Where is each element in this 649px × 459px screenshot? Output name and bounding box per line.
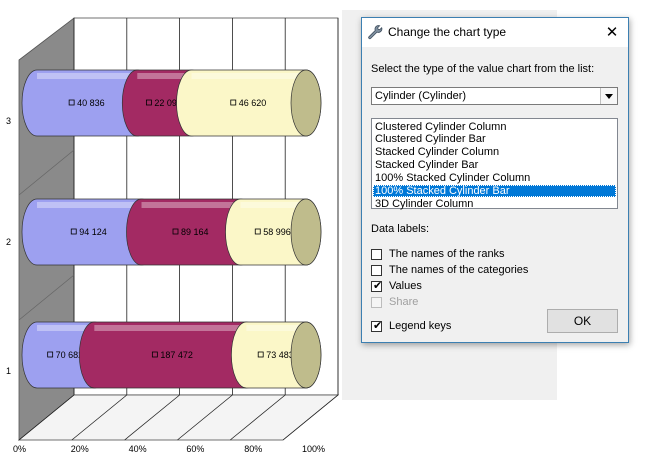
checkbox-label: Legend keys: [389, 320, 452, 332]
data-label: 40 836: [77, 98, 105, 108]
data-label: 187 472: [160, 350, 193, 360]
gridline: [177, 394, 233, 441]
legend-key-swatch: [172, 228, 179, 235]
data-label: 58 996: [263, 227, 291, 237]
legend-key-swatch: [145, 99, 152, 106]
cylinder-cap: [290, 69, 322, 137]
checkbox-box: [371, 297, 382, 308]
checkbox-label: Values: [389, 280, 422, 292]
dialog-title: Change the chart type: [388, 25, 507, 39]
list-item[interactable]: 100% Stacked Cylinder Column: [375, 172, 531, 184]
chart-type-listbox[interactable]: Clustered Cylinder Column Clustered Cyli…: [371, 118, 618, 210]
legend-key-swatch: [70, 228, 77, 235]
chart-floor: [17, 394, 340, 441]
x-tick-label: 40%: [129, 444, 147, 454]
chart-type-prompt: Select the type of the value chart from …: [371, 63, 595, 75]
list-item[interactable]: Stacked Cylinder Bar: [375, 159, 479, 171]
list-item[interactable]: 3D Cylinder Column: [375, 198, 474, 210]
data-label: 89 164: [181, 227, 209, 237]
stacked-cylinder-bar-chart: 0% 20% 40% 60% 80% 100% 1 2 3 70 682 187 472 73 483…: [6, 17, 340, 454]
chart-family-select[interactable]: Cylinder (Cylinder): [371, 87, 618, 105]
category-label: 3: [6, 116, 11, 126]
checkbox-label: The names of the ranks: [389, 248, 505, 260]
list-item[interactable]: Clustered Cylinder Column: [375, 121, 507, 133]
data-label: 70 682: [56, 350, 84, 360]
data-labels-heading: Data labels:: [371, 223, 430, 235]
legend-key-swatch: [68, 99, 75, 106]
list-item-selected[interactable]: 100% Stacked Cylinder Bar: [373, 185, 616, 197]
cylinder-cap: [290, 321, 322, 389]
data-label: 22 096: [154, 98, 182, 108]
checkbox-box[interactable]: ✔: [371, 280, 383, 292]
gridline: [71, 394, 128, 441]
data-label: 94 124: [79, 227, 107, 237]
checkmark-icon: ✔: [373, 320, 383, 332]
checkbox-box[interactable]: [371, 265, 382, 276]
dialog-titlebar: Change the chart type ✕: [362, 18, 628, 47]
x-tick-label: 80%: [244, 444, 262, 454]
legend-key-swatch: [151, 351, 158, 358]
gridline: [229, 394, 286, 441]
data-label: 73 483: [266, 350, 294, 360]
x-tick-label: 100%: [302, 444, 325, 454]
checkbox-label: The names of the categories: [389, 264, 529, 276]
gridline: [18, 274, 75, 321]
checkbox-label: Share: [389, 296, 419, 308]
x-tick-label: 20%: [71, 444, 89, 454]
legend-key-swatch: [254, 228, 261, 235]
gridline: [282, 394, 339, 441]
gridline: [18, 149, 75, 196]
x-tick-label: 0%: [13, 444, 26, 454]
legend-key-swatch: [230, 99, 237, 106]
wrench-icon: [367, 24, 383, 40]
chevron-down-icon[interactable]: [600, 88, 617, 104]
category-label: 1: [6, 366, 11, 376]
legend-key-swatch: [47, 351, 54, 358]
change-chart-type-dialog: Change the chart type ✕ Select the type …: [361, 17, 629, 343]
close-button[interactable]: ✕: [605, 24, 619, 41]
x-tick-label: 60%: [186, 444, 204, 454]
list-item[interactable]: Clustered Cylinder Bar: [375, 133, 486, 145]
chart-area: 0% 20% 40% 60% 80% 100% 1 2 3 70 682 187 472 73 483…: [6, 17, 340, 454]
checkbox-box[interactable]: [371, 249, 382, 260]
list-item[interactable]: Stacked Cylinder Column: [375, 146, 500, 158]
chart-family-value: Cylinder (Cylinder): [375, 90, 467, 102]
category-label: 2: [6, 237, 11, 247]
gridline: [18, 394, 75, 441]
checkmark-icon: ✔: [373, 280, 383, 292]
cylinder-cap: [290, 198, 322, 266]
gridline: [124, 394, 180, 441]
data-label: 46 620: [239, 98, 267, 108]
legend-key-swatch: [257, 351, 264, 358]
checkbox-box[interactable]: ✔: [371, 320, 383, 332]
ok-button[interactable]: OK: [547, 309, 618, 333]
